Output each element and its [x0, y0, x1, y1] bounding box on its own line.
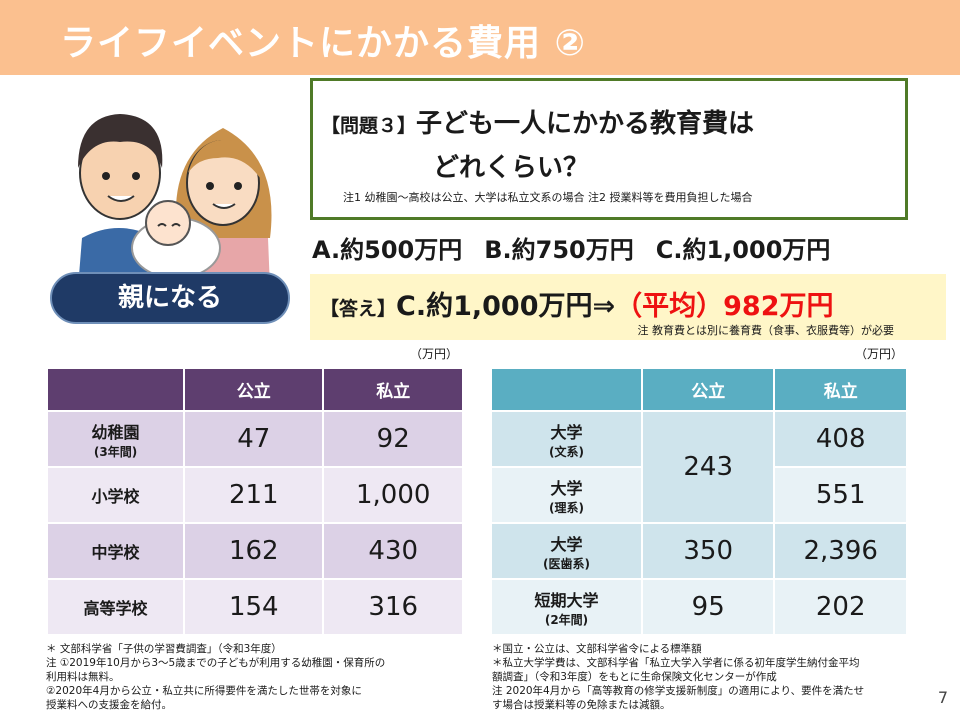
slide-title: ライフイベントにかかる費用 ② — [60, 23, 587, 64]
table-row: 大学 (医歯系) 350 2,396 — [489, 522, 908, 580]
private-value: 92 — [322, 410, 464, 468]
row-label: 大学 (医歯系) — [489, 522, 644, 580]
footnote: 利用料は無料。 — [46, 671, 120, 683]
public-value: 243 — [641, 410, 776, 524]
row-label-text: 短期大学 — [534, 590, 599, 610]
footnotes-right: ＊国立・公立は、文部科学省令による標準額 ＊私立大学学費は、文部科学省「私立大学… — [492, 642, 864, 712]
row-label: 短期大学 (2年間) — [489, 578, 644, 636]
table-row: 大学 (理系) 551 — [489, 466, 908, 524]
row-label-text: 大学 — [550, 422, 583, 442]
private-value: 408 — [773, 410, 908, 468]
public-value: 47 — [183, 410, 325, 468]
row-label-text: 大学 — [550, 478, 583, 498]
answer-note: 注 教育費とは別に養育費（食事、衣服費等）が必要 — [637, 324, 895, 337]
table-row: 短期大学 (2年間) 95 202 — [489, 578, 908, 636]
row-label: 幼稚園 (3年間) — [45, 410, 186, 468]
family-illustration — [78, 114, 272, 288]
row-label-text: 幼稚園 — [91, 422, 140, 442]
header-empty — [489, 367, 644, 412]
row-label: 高等学校 — [45, 578, 186, 636]
question-box: 【問題３】子ども一人にかかる教育費は どれくらい？ 注1 幼稚園～高校は公立、大… — [310, 78, 908, 220]
public-value: 154 — [183, 578, 325, 636]
footnotes-left: ＊ 文部科学省「子供の学習費調査」（令和3年度） 注 ①2019年10月から3～… — [46, 642, 385, 712]
row-label: 中学校 — [45, 522, 186, 580]
footnote: 授業料への支援金を給付。 — [46, 699, 172, 711]
footnote: ②2020年4月から公立・私立共に所得要件を満たした世帯を対象に — [46, 685, 362, 697]
school-cost-table: 公立 私立 幼稚園 (3年間) 47 92 小学校 211 1,000 中学校 1… — [45, 367, 464, 636]
footnote: 額調査」（令和3年度）をもとに生命保険文化センターが作成 — [492, 671, 777, 683]
footnote: 注 ①2019年10月から3～5歳までの子どもが利用する幼稚園・保育所の — [46, 657, 386, 669]
question-tag: 【問題３】 — [321, 115, 417, 137]
parent-badge-label: 親になる — [117, 283, 222, 313]
unit-label-right: （万円） — [855, 347, 904, 361]
parent-badge: 親になる — [50, 272, 290, 324]
header-private: 私立 — [773, 367, 908, 412]
question-text-1: 子ども一人にかかる教育費は — [416, 109, 755, 139]
row-label-sub: (3年間) — [93, 444, 138, 459]
header-private: 私立 — [322, 367, 464, 412]
footnote: す場合は授業料等の免除または減額。 — [492, 699, 671, 711]
private-value: 551 — [773, 466, 908, 524]
private-value: 1,000 — [322, 466, 464, 524]
public-value: 350 — [641, 522, 776, 580]
footnote: 注 2020年4月から「高等教育の修学支援新制度」の適用により、要件を満たせ — [492, 685, 865, 697]
table-header-row: 公立 私立 — [489, 367, 908, 412]
public-value: 162 — [183, 522, 325, 580]
footnote: ＊国立・公立は、文部科学省令による標準額 — [492, 643, 702, 655]
row-label-sub: (理系) — [549, 500, 584, 515]
footnote: ＊私立大学学費は、文部科学省「私立大学入学者に係る初年度学生納付金平均 — [492, 657, 860, 669]
university-cost-table: 公立 私立 大学 (文系) 243 408 大学 (理系) 551 大学 (医歯系) … — [489, 367, 908, 636]
answer-box: 【答え】C.約1,000万円⇒（平均）982万円 注 教育費とは別に養育費（食事… — [310, 274, 946, 340]
row-label-sub: (文系) — [549, 444, 584, 459]
private-value: 316 — [322, 578, 464, 636]
page-number: 7 — [937, 688, 948, 707]
private-value: 2,396 — [773, 522, 908, 580]
private-value: 430 — [322, 522, 464, 580]
table-row: 幼稚園 (3年間) 47 92 — [45, 410, 464, 468]
row-label-sub: (2年間) — [544, 612, 589, 627]
question-note: 注1 幼稚園～高校は公立、大学は私立文系の場合 注2 授業料等を費用負担した場合 — [343, 191, 753, 204]
answer-choices: A.約500万円 B.約750万円 C.約1,000万円 — [312, 230, 852, 265]
choice-b: B.約750万円 — [484, 236, 634, 264]
table-row: 中学校 162 430 — [45, 522, 464, 580]
table-row: 小学校 211 1,000 — [45, 466, 464, 524]
table-row: 大学 (文系) 243 408 — [489, 410, 908, 524]
unit-label-left: （万円） — [410, 347, 459, 361]
row-label-text: 大学 — [550, 534, 583, 554]
public-value: 211 — [183, 466, 325, 524]
choice-c: C.約1,000万円 — [655, 236, 831, 264]
private-value: 202 — [773, 578, 908, 636]
title-bar: ライフイベントにかかる費用 ② — [0, 0, 960, 75]
header-public: 公立 — [641, 367, 776, 412]
question-line-1: 【問題３】子ども一人にかかる教育費は — [321, 103, 754, 140]
question-line-2: どれくらい？ — [433, 153, 590, 183]
answer-main: C.約1,000万円⇒ — [396, 291, 616, 322]
header-public: 公立 — [183, 367, 325, 412]
row-label: 大学 (理系) — [489, 466, 644, 524]
row-label: 大学 (文系) — [489, 410, 644, 468]
row-label: 小学校 — [45, 466, 186, 524]
row-label-sub: (医歯系) — [543, 556, 590, 571]
header-empty — [45, 367, 186, 412]
choice-a: A.約500万円 — [312, 236, 463, 264]
answer-average: （平均）982万円 — [615, 291, 834, 322]
footnote: ＊ 文部科学省「子供の学習費調査」（令和3年度） — [46, 643, 282, 655]
answer-tag: 【答え】 — [320, 298, 397, 320]
table-header-row: 公立 私立 — [45, 367, 464, 412]
public-value: 95 — [641, 578, 776, 636]
table-row: 高等学校 154 316 — [45, 578, 464, 636]
answer-line: 【答え】C.約1,000万円⇒（平均）982万円 — [320, 284, 834, 323]
